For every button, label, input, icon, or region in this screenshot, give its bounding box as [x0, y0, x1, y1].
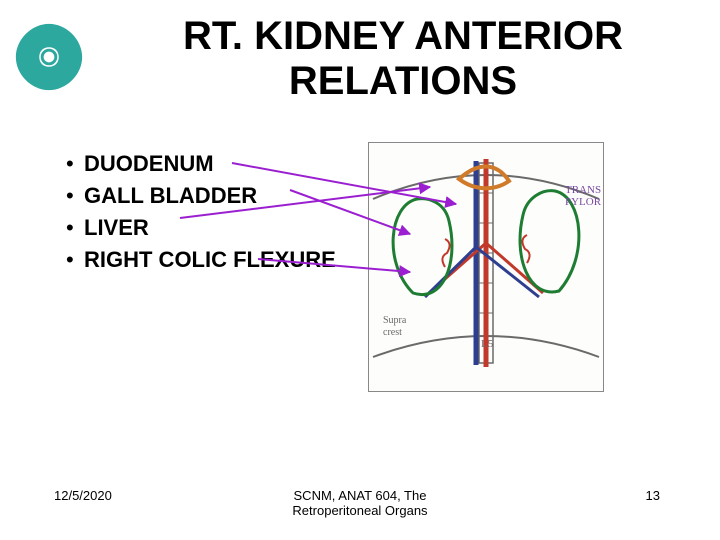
- title-line2: RELATIONS: [108, 59, 698, 104]
- bullet-dot-icon: •: [66, 214, 84, 242]
- list-item: • LIVER: [66, 214, 356, 242]
- svg-text:TRANS: TRANS: [565, 184, 601, 196]
- list-item: • RIGHT COLIC FLEXURE: [66, 246, 356, 274]
- footer-center-line2: Retroperitoneal Organs: [292, 503, 427, 518]
- anatomy-figure: TRANS PYLOR Supra crest L5: [368, 142, 604, 392]
- footer-center: SCNM, ANAT 604, The Retroperitoneal Orga…: [0, 488, 720, 518]
- bullet-dot-icon: •: [66, 182, 84, 210]
- footer-center-line1: SCNM, ANAT 604, The: [294, 488, 427, 503]
- svg-text:L5: L5: [481, 338, 494, 350]
- bullet-label: DUODENUM: [84, 150, 214, 178]
- slide: RT. KIDNEY ANTERIOR RELATIONS • DUODENUM…: [0, 0, 720, 540]
- page-title: RT. KIDNEY ANTERIOR RELATIONS: [108, 14, 698, 104]
- logo: [10, 18, 88, 96]
- bullet-list: • DUODENUM • GALL BLADDER • LIVER • RIGH…: [66, 150, 356, 278]
- footer: 12/5/2020 SCNM, ANAT 604, The Retroperit…: [0, 488, 720, 522]
- bullet-label: RIGHT COLIC FLEXURE: [84, 246, 336, 274]
- title-line1: RT. KIDNEY ANTERIOR: [108, 14, 698, 59]
- bullet-label: LIVER: [84, 214, 149, 242]
- svg-text:PYLOR: PYLOR: [565, 196, 602, 208]
- svg-text:Supra: Supra: [383, 315, 407, 326]
- list-item: • GALL BLADDER: [66, 182, 356, 210]
- list-item: • DUODENUM: [66, 150, 356, 178]
- bullet-label: GALL BLADDER: [84, 182, 257, 210]
- footer-page-number: 13: [646, 488, 660, 503]
- bullet-dot-icon: •: [66, 246, 84, 274]
- svg-text:crest: crest: [383, 327, 402, 338]
- bullet-dot-icon: •: [66, 150, 84, 178]
